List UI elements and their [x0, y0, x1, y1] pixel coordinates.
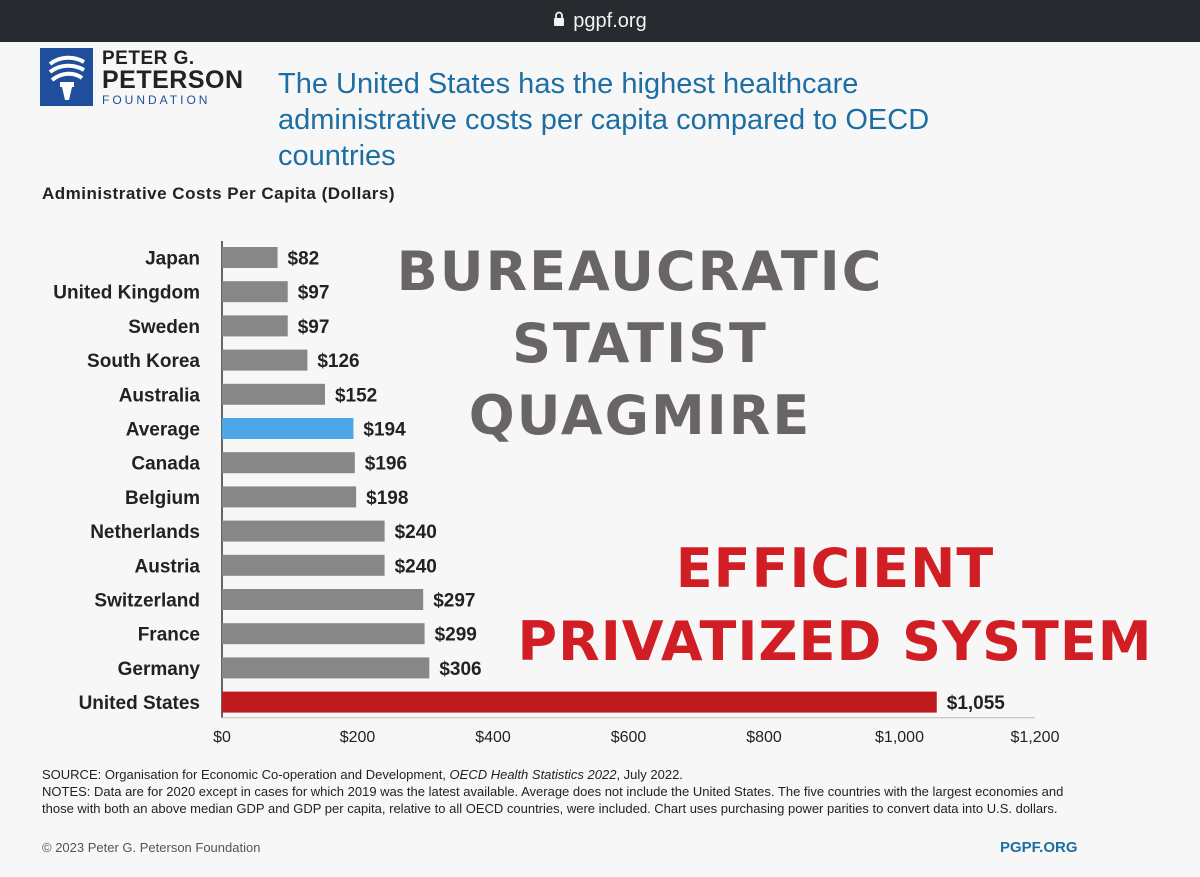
bar — [222, 486, 357, 508]
pgpf-link[interactable]: PGPF.ORG — [1000, 839, 1078, 856]
category-label: Switzerland — [94, 591, 200, 612]
data-label: $126 — [317, 351, 359, 372]
logo-text-line2: PETERSON — [102, 66, 244, 94]
bar — [222, 691, 937, 713]
bar — [222, 657, 430, 679]
infographic-panel — [0, 42, 1200, 877]
x-tick-label: $1,000 — [875, 729, 924, 746]
bar — [222, 383, 325, 405]
copyright: © 2023 Peter G. Peterson Foundation — [42, 840, 261, 855]
category-label: Australia — [119, 385, 201, 406]
x-tick-label: $0 — [213, 729, 231, 746]
data-label: $196 — [365, 454, 407, 475]
bar — [222, 247, 278, 268]
peterson-foundation-logo: PETER G. PETERSON FOUNDATION — [40, 48, 250, 118]
source-title: OECD Health Statistics 2022 — [449, 767, 617, 782]
logo-text-line3: FOUNDATION — [102, 93, 211, 107]
headline: The United States has the highest health… — [278, 68, 930, 172]
bar — [222, 589, 424, 610]
url-text: pgpf.org — [573, 9, 647, 32]
data-label: $1,055 — [947, 693, 1006, 714]
category-label: South Korea — [87, 351, 200, 372]
lock-icon — [553, 10, 565, 33]
category-label: Austria — [135, 556, 201, 577]
x-tick-label: $400 — [475, 729, 511, 746]
source-suffix: , July 2022. — [616, 767, 683, 782]
category-label: France — [138, 625, 200, 646]
overlay-gray-text: BUREAUCRATIC STATIST QUAGMIRE — [380, 236, 900, 452]
bar — [222, 623, 425, 645]
torch-icon — [40, 48, 93, 106]
category-label: United States — [79, 693, 200, 714]
overlay-gray-line: STATIST — [512, 312, 768, 375]
overlay-gray-line: QUAGMIRE — [468, 384, 812, 447]
bar — [222, 452, 355, 474]
overlay-red-line2: PRIVATIZED SYSTEM — [517, 610, 1153, 673]
x-tick-label: $600 — [611, 729, 647, 746]
data-label: $97 — [298, 283, 330, 304]
browser-address-bar: pgpf.org — [0, 0, 1200, 42]
data-label: $198 — [366, 488, 408, 509]
overlay-red-line1: EFFICIENT — [675, 537, 995, 600]
data-label: $82 — [288, 249, 320, 270]
category-label: Sweden — [128, 317, 200, 338]
category-label: Germany — [118, 659, 201, 680]
data-label: $97 — [298, 317, 330, 338]
bar — [222, 520, 385, 542]
data-label: $240 — [395, 522, 437, 543]
category-label: Canada — [131, 454, 200, 475]
overlay-gray-line: BUREAUCRATIC — [396, 240, 884, 303]
bar — [222, 281, 288, 303]
bar — [222, 315, 288, 337]
x-tick-label: $200 — [340, 729, 376, 746]
category-label: Average — [126, 420, 200, 441]
bar — [222, 349, 308, 371]
data-label: $240 — [395, 556, 437, 577]
data-label: $299 — [435, 625, 477, 646]
bar — [222, 554, 385, 576]
source-notes: SOURCE: Organisation for Economic Co-ope… — [42, 766, 1082, 817]
bar — [222, 418, 354, 439]
url-display[interactable]: pgpf.org — [0, 0, 1200, 42]
category-label: Belgium — [125, 488, 200, 509]
source-prefix: SOURCE: Organisation for Economic Co-ope… — [42, 767, 450, 782]
category-label: Japan — [145, 249, 200, 270]
category-label: United Kingdom — [53, 283, 200, 304]
notes-text: NOTES: Data are for 2020 except in cases… — [42, 784, 1064, 816]
x-tick-label: $800 — [746, 729, 782, 746]
data-label: $297 — [433, 591, 475, 612]
logo-text-line1: PETER G. — [102, 48, 195, 69]
x-tick-label: $1,200 — [1011, 729, 1060, 746]
data-label: $306 — [439, 659, 481, 680]
data-label: $194 — [363, 420, 406, 441]
category-label: Netherlands — [90, 522, 200, 543]
source-line: SOURCE: Organisation for Economic Co-ope… — [42, 766, 1082, 783]
chart-title: Administrative Costs Per Capita (Dollars… — [42, 184, 396, 203]
data-label: $152 — [335, 385, 377, 406]
